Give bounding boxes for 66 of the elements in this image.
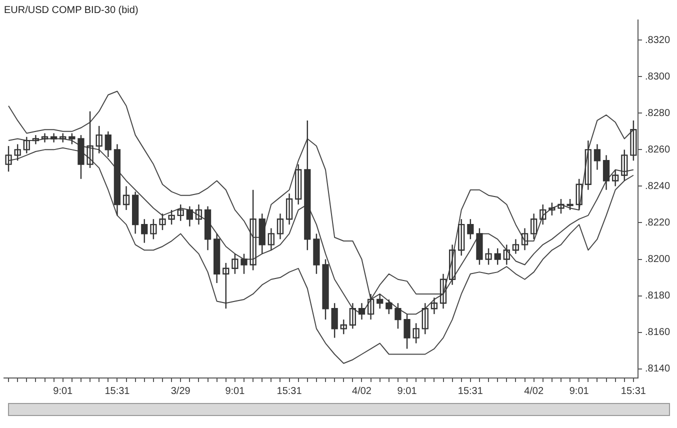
candlestick	[86, 110, 94, 169]
candlestick	[177, 204, 184, 222]
y-tick-label: .8220	[644, 217, 670, 228]
y-tick-label: .8260	[644, 144, 670, 156]
candlestick	[122, 186, 130, 211]
candlestick	[159, 213, 166, 231]
candlestick	[232, 253, 238, 274]
chart-title: EUR/USD COMP BID-30 (bid)	[4, 4, 138, 16]
candlestick	[548, 202, 556, 216]
candlestick	[512, 238, 520, 254]
candlestick	[540, 204, 546, 226]
candlestick	[566, 198, 574, 211]
y-tick-label: .8300	[644, 71, 670, 82]
candlestick	[195, 204, 202, 226]
candlestick	[422, 302, 428, 335]
candlestick	[612, 169, 619, 187]
candlestick	[276, 213, 284, 240]
candlestick	[286, 192, 293, 226]
x-tick-label: 3/29	[170, 386, 191, 397]
y-tick-label: .8240	[644, 180, 670, 192]
x-tick-label: 9:01	[397, 386, 418, 397]
x-tick-label: 4/02	[524, 386, 544, 397]
y-tick-label: .8320	[644, 34, 670, 46]
candlestick	[621, 149, 628, 182]
x-tick-label: 15:31	[104, 386, 130, 397]
candlestick	[630, 120, 637, 162]
candlestick	[23, 136, 30, 154]
y-tick-label: .8160	[644, 327, 670, 338]
x-tick-label: 9:01	[53, 386, 74, 397]
candlestick	[485, 248, 492, 266]
candlestick	[440, 273, 447, 310]
x-tick-label: 9:01	[225, 386, 246, 397]
x-tick-label: 4/02	[352, 386, 372, 397]
candlestick	[448, 244, 456, 286]
candlestick	[340, 318, 347, 335]
candlestick	[349, 302, 356, 330]
candlestick	[430, 297, 438, 315]
candlestick	[576, 178, 582, 211]
candlestick	[503, 244, 510, 266]
candlestick	[14, 144, 21, 162]
candlestick	[367, 293, 374, 320]
candlestick	[250, 189, 256, 271]
candlestick	[41, 132, 48, 143]
candlestick	[60, 132, 66, 143]
candlestick	[521, 228, 528, 251]
candlestick	[150, 218, 157, 240]
y-tick-label: .8140	[644, 364, 670, 375]
x-tick-label: 9:01	[569, 386, 590, 397]
candlestick	[96, 125, 102, 154]
candlestick	[222, 262, 230, 310]
candlestick	[5, 145, 12, 172]
y-tick-label: .8200	[644, 254, 670, 266]
candlestick	[458, 218, 465, 256]
candlestick	[412, 322, 420, 344]
candlestick	[268, 228, 274, 251]
candlestick	[584, 140, 592, 190]
y-tick-label: .8280	[644, 108, 670, 119]
x-tick-label: 15:31	[458, 386, 484, 397]
candlestick	[168, 209, 175, 226]
candlestick	[558, 198, 564, 214]
x-tick-label: 15:31	[620, 386, 646, 397]
y-tick-label: .8180	[644, 290, 670, 302]
candlestick	[530, 213, 538, 240]
x-tick-label: 15:31	[276, 386, 302, 397]
candlestick	[32, 134, 40, 145]
candlestick	[295, 164, 302, 206]
